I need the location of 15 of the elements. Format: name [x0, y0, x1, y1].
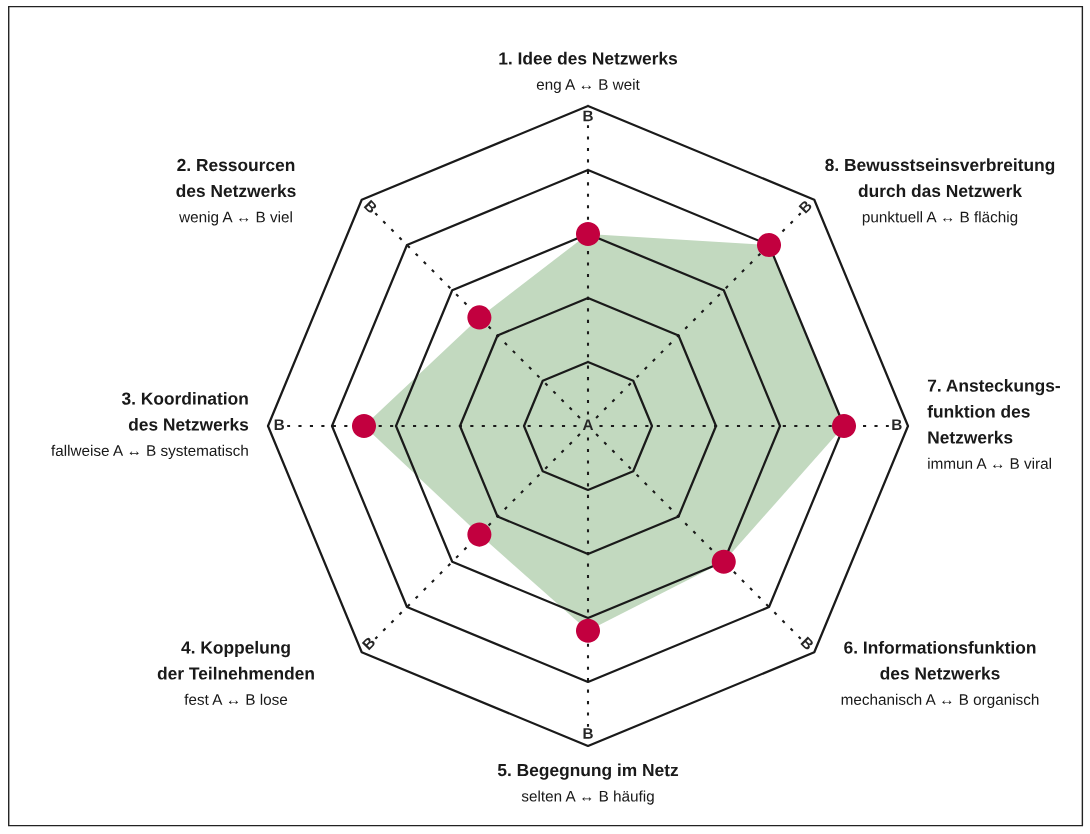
spoke-label: 3. Koordination des Netzwerks fallweise A ↔ B systematisch	[51, 391, 249, 460]
spoke-label: 2. Ressourcen des Netzwerks wenig A ↔ B viel	[176, 158, 296, 226]
spoke-label: 6. Informationsfunktion des Netzwerks mechanisch A ↔ B organisch	[841, 640, 1039, 708]
spoke-label: 7. Ansteckungs- funktion des Netzwerks immun A ↔ B viral	[927, 378, 1060, 469]
text: B	[274, 419, 285, 430]
y-tick-label: A	[582, 419, 594, 430]
text: B	[798, 199, 813, 214]
spoke-label: 8. Bewusstseinsverbreitung durch das Netzwerk punktuell A ↔ B flächig	[825, 158, 1055, 226]
text: B	[800, 636, 815, 651]
text: B	[361, 636, 376, 651]
text: B	[892, 419, 902, 430]
spoke-label: 5. Begegnung im Netz selten A ↔ B häufig	[497, 763, 679, 805]
spoke-label: 1. Idee des Netzwerks eng A ↔ B weit	[499, 51, 678, 93]
spoke-label: 4. Koppelung der Teilnehmenden fest A ↔ B lose	[157, 640, 314, 705]
text: B	[363, 199, 378, 214]
